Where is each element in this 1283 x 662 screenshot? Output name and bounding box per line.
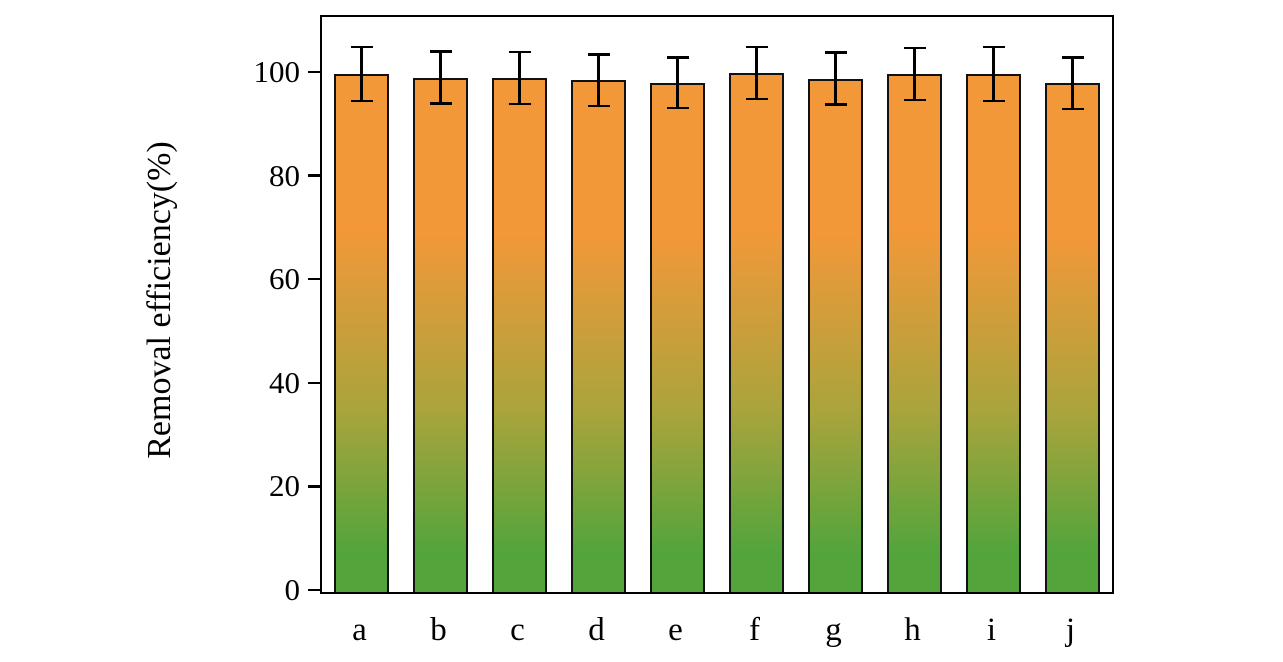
y-tick-label-80: 80 (269, 157, 300, 193)
bar-h (887, 73, 942, 592)
error-cap-bottom-c (508, 102, 531, 106)
bar-d (571, 80, 626, 592)
x-tick-label-h: h (904, 612, 921, 648)
y-tick-label-100: 100 (253, 53, 301, 89)
error-cap-top-b (429, 50, 452, 53)
error-cap-bottom-j (1061, 107, 1084, 111)
x-tick-label-j: j (1065, 612, 1076, 648)
error-cap-top-h (903, 46, 926, 50)
error-bar-j (1071, 57, 1074, 110)
error-cap-top-j (1061, 56, 1084, 59)
error-bar-c (518, 52, 521, 105)
bar-e (650, 82, 705, 592)
y-tick-mark-40 (308, 381, 320, 385)
error-bar-b (439, 51, 442, 104)
y-tick-label-20: 20 (269, 468, 300, 504)
error-cap-top-c (508, 50, 531, 54)
bar-c (492, 78, 547, 592)
error-bar-h (913, 48, 916, 100)
error-bar-f (755, 47, 758, 99)
error-cap-bottom-a (350, 99, 373, 103)
x-tick-label-c: c (510, 612, 525, 648)
x-tick-label-i: i (986, 612, 997, 648)
x-tick-label-f: f (749, 612, 760, 648)
x-tick-label-a: a (352, 612, 367, 648)
bar-a (334, 73, 389, 592)
error-cap-top-e (666, 56, 689, 59)
error-cap-top-g (824, 51, 847, 54)
y-tick-mark-80 (308, 174, 320, 177)
error-cap-bottom-i (982, 99, 1005, 103)
y-tick-mark-100 (308, 70, 320, 74)
plot-area (320, 15, 1114, 594)
bar-j (1045, 83, 1100, 592)
y-tick-mark-20 (308, 485, 320, 488)
error-cap-bottom-g (824, 103, 847, 106)
error-bar-g (834, 52, 837, 105)
y-tick-label-40: 40 (269, 364, 300, 400)
error-cap-top-a (350, 45, 373, 49)
error-bar-d (597, 54, 600, 107)
bar-i (966, 73, 1021, 592)
y-tick-mark-60 (308, 277, 320, 281)
x-tick-label-d: d (588, 612, 605, 648)
x-tick-label-g: g (825, 612, 842, 648)
error-cap-top-f (745, 45, 768, 49)
error-bar-a (360, 47, 363, 101)
y-axis-title-text: Removal efficiency(%) (141, 141, 178, 459)
y-tick-label-60: 60 (269, 261, 300, 297)
x-tick-label-b: b (430, 612, 447, 648)
error-cap-bottom-d (587, 104, 610, 108)
error-cap-top-d (587, 53, 610, 56)
x-tick-label-e: e (668, 612, 683, 648)
error-cap-bottom-b (429, 102, 452, 105)
error-bar-e (676, 57, 679, 109)
bar-b (413, 77, 468, 592)
bar-f (729, 72, 784, 592)
error-cap-bottom-e (666, 106, 689, 110)
error-bar-i (992, 47, 995, 101)
y-tick-label-0: 0 (284, 572, 301, 607)
error-cap-bottom-h (903, 98, 926, 102)
error-cap-top-i (982, 45, 1005, 49)
bar-g (808, 78, 863, 592)
error-cap-bottom-f (745, 97, 768, 101)
y-tick-mark-0 (308, 588, 320, 592)
